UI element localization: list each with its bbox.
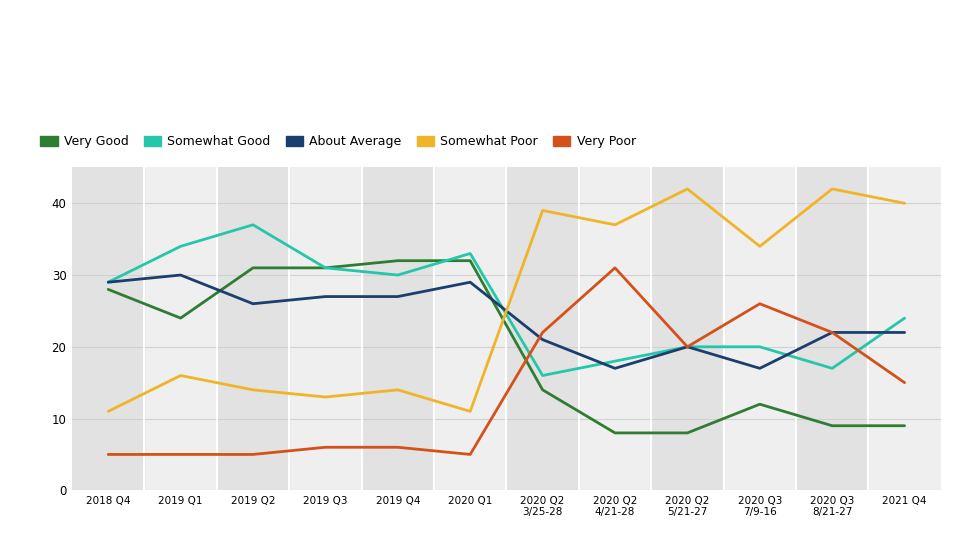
Text: PERCENT OF SMALL BUSINESSES RESPONDING: PERCENT OF SMALL BUSINESSES RESPONDING <box>21 100 278 111</box>
Bar <box>217 167 289 490</box>
Text: OF THE U.S. ECONOMY?: OF THE U.S. ECONOMY? <box>21 68 326 91</box>
Bar <box>796 167 869 490</box>
Bar <box>362 167 434 490</box>
Legend: Very Good, Somewhat Good, About Average, Somewhat Poor, Very Poor: Very Good, Somewhat Good, About Average,… <box>36 130 641 153</box>
Text: METLIFE & U.S. CHAMBER OF COMMERCE SMALL BUSINESS INDEX: METLIFE & U.S. CHAMBER OF COMMERCE SMALL… <box>21 514 483 527</box>
Bar <box>506 167 579 490</box>
Bar <box>72 167 144 490</box>
Text: HOW WOULD YOU RATE THE OVERALL HEALTH: HOW WOULD YOU RATE THE OVERALL HEALTH <box>21 26 613 50</box>
Bar <box>651 167 724 490</box>
